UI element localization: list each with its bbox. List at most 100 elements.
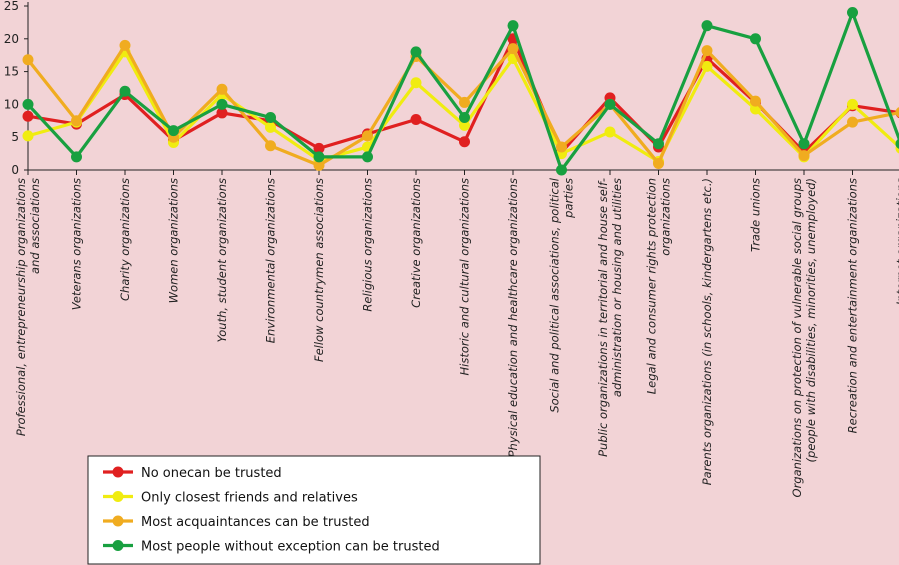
data-point bbox=[847, 98, 858, 110]
x-category-label-line: (people with disabilities, minorities, u… bbox=[804, 178, 818, 462]
series-line bbox=[27, 37, 899, 154]
x-category-label: Recreation and entertainment organizatio… bbox=[846, 178, 860, 433]
x-category-label: Youth, student organizations bbox=[215, 178, 229, 343]
data-point bbox=[847, 116, 858, 128]
data-point bbox=[22, 130, 34, 142]
x-category-label-line: Social and political associations, polit… bbox=[548, 177, 562, 412]
x-category-label-line: Organizations on protection of vulnerabl… bbox=[790, 178, 804, 497]
x-category-label-line: Youth, student organizations bbox=[215, 178, 229, 343]
data-point bbox=[119, 39, 131, 51]
x-category-label-line: Charity organizations bbox=[118, 178, 132, 301]
x-category-label-line: Creative organizations bbox=[409, 178, 423, 308]
x-category-label: Fellow countrymen associations bbox=[312, 178, 326, 362]
x-category-label-line: administration or housing and utilities bbox=[610, 178, 624, 397]
x-category-label: Trade unions bbox=[749, 178, 763, 252]
data-point bbox=[507, 20, 519, 32]
data-point bbox=[750, 95, 761, 107]
x-category-label: Historic and cultural organizations bbox=[458, 178, 472, 376]
x-category-label-line: Trade unions bbox=[749, 178, 763, 252]
data-point bbox=[847, 7, 858, 19]
legend-label: No onecan be trusted bbox=[141, 466, 282, 481]
y-axis-ticks: 0 5 10 15 20 25 bbox=[4, 0, 28, 177]
x-category-label-line: organizations bbox=[659, 178, 673, 256]
data-point bbox=[701, 45, 713, 57]
chart-legend: No onecan be trusted Only closest friends… bbox=[87, 455, 541, 565]
data-point bbox=[71, 115, 82, 127]
data-point bbox=[168, 125, 179, 137]
data-point bbox=[216, 107, 228, 119]
data-point bbox=[556, 164, 567, 176]
x-category-label-line: parties bbox=[562, 178, 576, 219]
x-category-label-line: Physical education and healthcare organi… bbox=[506, 178, 520, 457]
data-point bbox=[265, 112, 276, 124]
x-category-label: Veterans organizations bbox=[70, 178, 84, 310]
legend-label: Only closest friends and relatives bbox=[141, 491, 358, 506]
x-category-label-line: Public organizations in territorial and … bbox=[596, 178, 610, 457]
data-point bbox=[798, 150, 810, 162]
x-category-label-line: Environmental organizations bbox=[264, 178, 278, 343]
chart-axes bbox=[27, 2, 899, 175]
data-point bbox=[119, 85, 131, 97]
legend-entry: Only closest friends and relatives bbox=[103, 491, 358, 506]
x-category-label-line: Fellow countrymen associations bbox=[312, 178, 326, 362]
data-point bbox=[313, 159, 325, 171]
x-category-label: Charity organizations bbox=[118, 178, 132, 301]
x-category-label: Organizations on protection of vulnerabl… bbox=[790, 178, 818, 497]
legend-marker bbox=[112, 540, 124, 551]
x-category-label-line: Professional, entrepreneurship organizat… bbox=[14, 178, 28, 436]
legend-label: Most acquaintances can be trusted bbox=[141, 515, 370, 530]
x-category-label: Environmental organizations bbox=[264, 178, 278, 343]
y-tick-label: 20 bbox=[4, 32, 19, 46]
legend-entry: No onecan be trusted bbox=[103, 466, 282, 481]
y-tick-label: 15 bbox=[4, 65, 19, 79]
legend-marker bbox=[112, 466, 124, 478]
x-category-label-line: Recreation and entertainment organizatio… bbox=[846, 178, 860, 433]
data-point bbox=[216, 83, 228, 95]
data-point bbox=[895, 107, 899, 118]
x-category-label: Internet organizations bbox=[894, 178, 899, 305]
data-point bbox=[459, 136, 470, 148]
data-point bbox=[216, 98, 228, 110]
data-point bbox=[459, 96, 470, 108]
data-point bbox=[604, 98, 616, 110]
data-point bbox=[556, 141, 567, 153]
data-point bbox=[22, 110, 34, 122]
legend-box bbox=[87, 455, 541, 565]
legend-marker bbox=[112, 515, 124, 527]
x-category-label: Women organizations bbox=[167, 178, 181, 303]
x-category-label: Religious organizations bbox=[361, 178, 375, 312]
x-category-label-line: Veterans organizations bbox=[70, 178, 84, 310]
x-category-label: Physical education and healthcare organi… bbox=[506, 178, 520, 457]
data-point bbox=[750, 33, 761, 45]
x-category-label-line: Parents organizations (in schools, kinde… bbox=[700, 178, 714, 485]
data-point bbox=[459, 119, 470, 131]
legend-entry: Most acquaintances can be trusted bbox=[103, 515, 370, 530]
data-point bbox=[798, 138, 810, 150]
chart-series bbox=[22, 7, 899, 176]
x-category-label: Professional, entrepreneurship organizat… bbox=[14, 178, 42, 436]
x-category-label: Legal and consumer rights protection orga… bbox=[645, 178, 673, 394]
y-tick-label: 5 bbox=[11, 130, 19, 144]
series-1 bbox=[22, 33, 899, 158]
data-point bbox=[362, 130, 373, 142]
data-point bbox=[410, 77, 422, 89]
x-category-label-line: Religious organizations bbox=[361, 178, 375, 312]
data-point bbox=[653, 138, 664, 150]
y-tick-label: 0 bbox=[11, 163, 19, 177]
x-category-label: Parents organizations (in schools, kinde… bbox=[700, 178, 714, 485]
x-category-label-line: and associations bbox=[28, 178, 42, 274]
series-4 bbox=[22, 7, 899, 176]
data-point bbox=[410, 46, 422, 58]
data-point bbox=[313, 151, 325, 163]
data-point bbox=[604, 126, 616, 138]
data-point bbox=[895, 138, 899, 149]
data-point bbox=[22, 98, 34, 110]
data-point bbox=[313, 142, 325, 154]
x-category-label-line: Historic and cultural organizations bbox=[458, 178, 472, 376]
y-tick-label: 10 bbox=[4, 97, 19, 111]
data-point bbox=[410, 113, 422, 125]
x-category-label-line: Women organizations bbox=[167, 178, 181, 303]
legend-entry: Most people without exception can be tru… bbox=[103, 540, 440, 555]
data-point bbox=[701, 20, 713, 32]
data-point bbox=[507, 43, 519, 55]
